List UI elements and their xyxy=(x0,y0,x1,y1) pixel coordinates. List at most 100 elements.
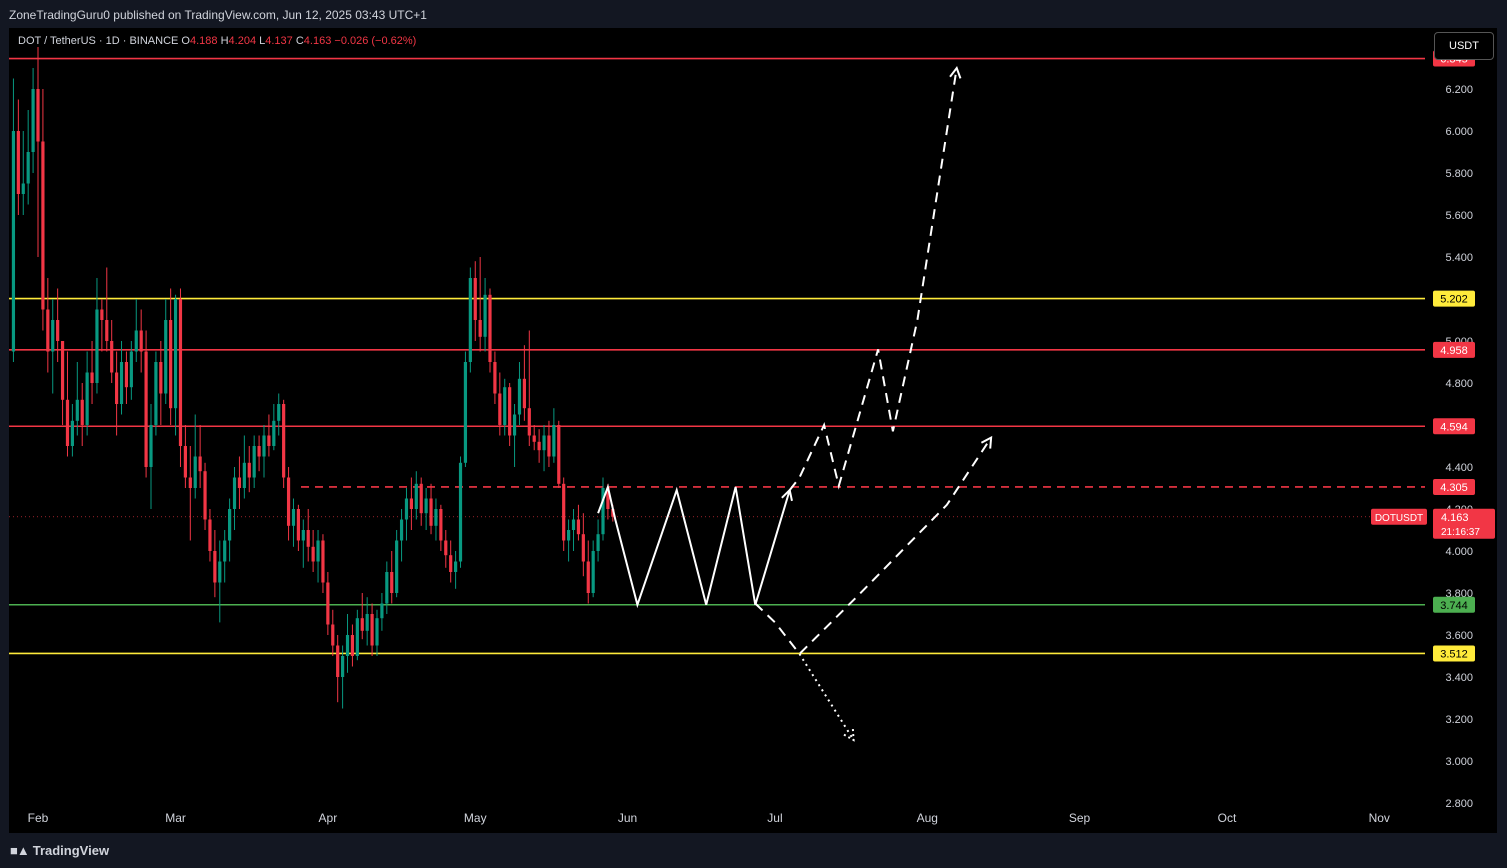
price-level-badge xyxy=(1433,418,1475,435)
candle-body xyxy=(41,141,45,310)
candle-body xyxy=(473,278,477,320)
candle-body xyxy=(414,483,418,509)
x-tick-label: Nov xyxy=(1369,811,1390,825)
y-tick-label: 5.800 xyxy=(1445,168,1473,180)
candle-body xyxy=(512,414,517,436)
candle-body xyxy=(449,555,453,572)
y-tick-label: 3.200 xyxy=(1445,714,1473,726)
y-tick-label: 3.000 xyxy=(1445,756,1473,768)
price-level-label: 4.305 xyxy=(1440,482,1468,494)
candle-body xyxy=(370,614,374,646)
candle-body xyxy=(562,483,566,541)
candle-body xyxy=(493,362,497,394)
publisher-bar: ZoneTradingGuru0 published on TradingVie… xyxy=(0,0,1507,28)
candle-body xyxy=(454,561,458,572)
candle-body xyxy=(26,152,30,184)
candle-body xyxy=(596,534,600,551)
candle-body xyxy=(218,561,222,583)
candle-body xyxy=(488,294,492,362)
x-tick-label: Feb xyxy=(28,811,49,825)
candle-body xyxy=(169,320,173,409)
publisher-text: ZoneTradingGuru0 published on TradingVie… xyxy=(9,8,427,22)
candle-body xyxy=(375,618,379,646)
price-chart[interactable]: 6.2006.0005.8005.6005.4005.2005.0004.800… xyxy=(9,28,1497,833)
candle-body xyxy=(75,399,79,421)
candle-body xyxy=(567,530,571,541)
candle-body xyxy=(277,404,281,421)
candle-body xyxy=(517,378,522,415)
candle-body xyxy=(85,372,89,425)
candle-body xyxy=(119,362,124,404)
projection-bull-dashed[interactable] xyxy=(788,67,958,491)
candle-body xyxy=(31,89,35,152)
candle-body xyxy=(188,477,192,488)
y-tick-label: 3.400 xyxy=(1445,672,1473,684)
tradingview-logo-icon: ■▲ xyxy=(10,843,30,858)
candle-body xyxy=(282,404,286,478)
candle-body xyxy=(228,509,232,541)
y-tick-label: 5.400 xyxy=(1445,252,1473,264)
footer-bar xyxy=(0,833,1507,868)
candle-body xyxy=(591,551,595,593)
candle-body xyxy=(380,603,384,619)
candle-body xyxy=(183,446,187,478)
chart-area[interactable]: 6.2006.0005.8005.6005.4005.2005.0004.800… xyxy=(9,28,1497,833)
x-tick-label: Jun xyxy=(618,811,637,825)
currency-button[interactable]: USDT xyxy=(1434,32,1494,60)
legend-symbol: DOT / TetherUS · 1D · BINANCE xyxy=(18,35,179,47)
candle-body xyxy=(458,462,463,562)
y-tick-label: 2.800 xyxy=(1445,798,1473,810)
candle-body xyxy=(321,540,325,583)
symbol-badge-label: DOTUSDT xyxy=(1375,513,1423,524)
symbol-badge xyxy=(1371,508,1427,525)
candle-body xyxy=(508,387,512,436)
y-tick-label: 4.800 xyxy=(1445,378,1473,390)
candle-body xyxy=(557,425,561,484)
candle-body xyxy=(198,456,202,472)
candle-body xyxy=(532,435,536,442)
candle-body xyxy=(115,372,119,404)
y-tick-label: 3.600 xyxy=(1445,630,1473,642)
candle-body xyxy=(105,320,109,341)
candle-body xyxy=(46,309,50,352)
projection-solid-zigzag[interactable] xyxy=(597,483,791,609)
candle-body xyxy=(16,131,20,194)
candle-body xyxy=(144,351,148,467)
price-level-badge xyxy=(1433,478,1475,495)
candle-body xyxy=(527,408,531,436)
projection-bear-dotted[interactable] xyxy=(798,653,855,741)
candle-body xyxy=(326,582,330,625)
candle-body xyxy=(336,645,340,677)
candle-body xyxy=(164,320,168,394)
last-price-label: 4.163 xyxy=(1441,512,1469,524)
projection-solid-arrowhead xyxy=(781,488,793,502)
candle-body xyxy=(286,477,291,526)
candle-body xyxy=(306,530,310,547)
candle-body xyxy=(503,387,507,425)
candle-body xyxy=(139,330,143,352)
price-level-badge xyxy=(1433,645,1475,662)
candle-body xyxy=(213,551,217,583)
candle-body xyxy=(252,446,256,478)
y-tick-label: 4.000 xyxy=(1445,546,1473,558)
x-tick-label: Oct xyxy=(1218,811,1237,825)
candle-body xyxy=(36,89,40,142)
candle-body xyxy=(355,618,359,656)
candle-body xyxy=(272,420,276,446)
candle-body xyxy=(203,471,207,520)
price-level-label: 3.512 xyxy=(1440,648,1468,660)
candle-body xyxy=(124,362,129,388)
candle-body xyxy=(552,425,556,457)
candle-body xyxy=(291,509,296,526)
candle-body xyxy=(237,477,242,488)
projection-bull-arrowhead xyxy=(949,65,962,79)
tradingview-logo[interactable]: ■▲ TradingView xyxy=(10,843,109,858)
candle-body xyxy=(498,393,502,425)
candle-body xyxy=(429,498,433,526)
projection-alt-dashed[interactable] xyxy=(754,437,992,656)
candle-body xyxy=(586,561,590,593)
y-tick-label: 6.200 xyxy=(1445,84,1473,96)
x-tick-label: Aug xyxy=(917,811,938,825)
candle-body xyxy=(395,540,399,593)
x-tick-label: Mar xyxy=(165,811,186,825)
